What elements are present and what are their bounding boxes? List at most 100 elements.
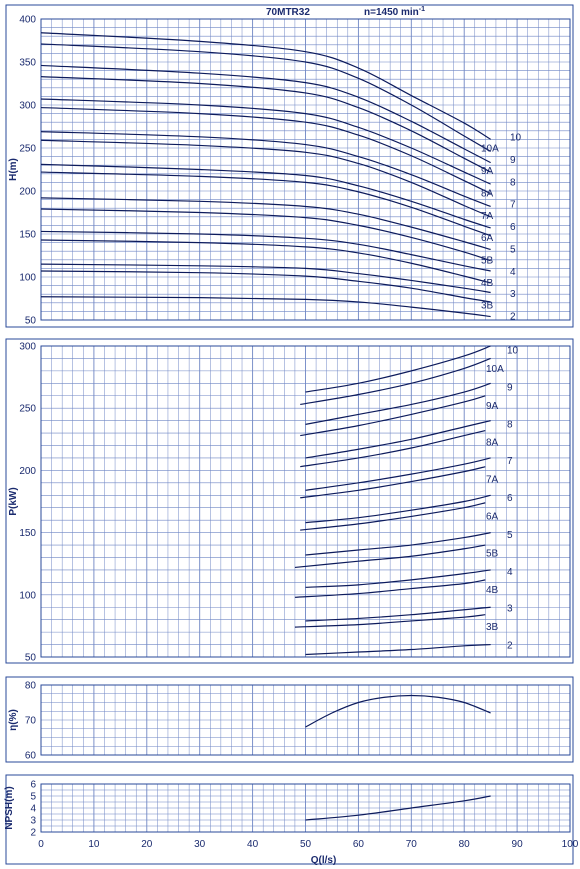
power-curve-label-7: 7: [507, 456, 513, 467]
head-curve-label-10A: 10A: [481, 144, 499, 155]
npsh-curves: [305, 795, 491, 821]
power-curve-label-6: 6: [507, 493, 513, 504]
head-ytick-label: 50: [25, 316, 37, 327]
npsh-xtick-label: 40: [247, 839, 259, 850]
power-curve-label-9A: 9A: [486, 401, 499, 412]
head-curve-label-9: 9: [510, 155, 516, 166]
head-ytick-label: 350: [19, 58, 36, 69]
power-curve-10A: [300, 357, 491, 406]
head-curve-5B: [40, 208, 491, 262]
power-curve-8: [305, 420, 491, 459]
npsh-ytick-label: 3: [30, 816, 36, 827]
power-ytick-label: 150: [19, 528, 36, 539]
efficiency-curves: [305, 694, 491, 728]
head-curve-label-7: 7: [510, 200, 516, 211]
npsh-ytick-label: 5: [30, 792, 36, 803]
npsh-ytick-label: 6: [30, 780, 36, 791]
head-curve-2: [40, 296, 491, 318]
power-curve-2: [305, 643, 491, 656]
head-curve-label-5: 5: [510, 244, 516, 255]
npsh-xtick-label: 30: [194, 839, 206, 850]
efficiency-panel: 60 70 80 η(%): [5, 676, 574, 763]
npsh-xtick-label: 80: [459, 839, 471, 850]
head-curve-label-6: 6: [510, 222, 516, 233]
power-curve-label-7A: 7A: [486, 475, 499, 486]
power-curve-5: [305, 532, 491, 556]
power-curve-6: [305, 494, 491, 524]
head-panel: 50 100 150 200 250 300 350 400 H(m) 10 10A 9 9A 8 8A 7 7…: [5, 4, 574, 328]
chart-title: 70MTR32: [266, 7, 310, 18]
efficiency-ytick-label: 70: [25, 716, 37, 727]
npsh-x-axis-label: Q(l/s): [311, 855, 337, 866]
power-curve-label-4B: 4B: [486, 585, 499, 596]
head-curve-label-9A: 9A: [481, 166, 494, 177]
head-ytick-label: 150: [19, 230, 36, 241]
power-curves: [294, 345, 491, 656]
head-curve-label-8: 8: [510, 177, 516, 188]
head-ytick-label: 300: [19, 101, 36, 112]
power-curve-9A: [300, 395, 486, 437]
npsh-ytick-label: 2: [30, 828, 36, 839]
head-curve-label-5B: 5B: [481, 256, 494, 267]
power-curve-label-9: 9: [507, 382, 513, 393]
power-curve-4: [305, 569, 491, 588]
power-curve-label-3B: 3B: [486, 622, 499, 633]
power-curve-label-4: 4: [507, 567, 513, 578]
power-curve-label-10: 10: [507, 346, 519, 357]
power-curve-label-10A: 10A: [486, 364, 504, 375]
power-curve-label-5B: 5B: [486, 548, 499, 559]
power-curve-4B: [294, 579, 486, 598]
efficiency-curve: [305, 694, 491, 728]
npsh-xtick-label: 70: [406, 839, 418, 850]
npsh-xtick-label: 50: [300, 839, 312, 850]
npsh-xtick-label: 60: [353, 839, 365, 850]
power-curve-7: [305, 457, 491, 491]
head-curve-label-6A: 6A: [481, 233, 494, 244]
head-y-axis-label: H(m): [8, 158, 19, 181]
npsh-y-axis-label: NPSH(m): [4, 786, 15, 829]
speed-label: n=1450 min-1: [364, 6, 425, 18]
power-curve-7A: [300, 466, 486, 499]
power-curve-3: [305, 606, 491, 622]
power-curve-8A: [300, 430, 486, 468]
power-y-axis-label: P(kW): [8, 487, 19, 515]
power-plot-area: [40, 345, 571, 658]
head-curve-4: [40, 230, 491, 272]
power-curve-3B: [294, 614, 486, 628]
npsh-xtick-label: 10: [88, 839, 100, 850]
efficiency-frame: [5, 676, 574, 763]
efficiency-grid: [40, 684, 571, 756]
head-curve-label-10: 10: [510, 133, 522, 144]
power-ytick-label: 200: [19, 466, 36, 477]
power-curve-label-3: 3: [507, 604, 513, 615]
head-curve-8A: [40, 106, 491, 195]
speed-exponent: -1: [419, 6, 425, 13]
npsh-xtick-label: 90: [512, 839, 524, 850]
head-curve-label-4: 4: [510, 267, 516, 278]
power-curve-10: [305, 345, 491, 393]
efficiency-y-axis-label: η(%): [8, 709, 19, 731]
power-grid: [40, 345, 571, 658]
head-curve-5: [40, 197, 491, 251]
npsh-plot-area: [40, 783, 571, 833]
efficiency-ytick-label: 80: [25, 681, 37, 692]
npsh-ytick-label: 4: [30, 804, 36, 815]
power-curve-label-8: 8: [507, 419, 513, 430]
head-curve-10: [40, 32, 491, 140]
power-curve-label-5: 5: [507, 530, 513, 541]
head-curve-6A: [40, 171, 491, 237]
head-curve-label-3: 3: [510, 289, 516, 300]
head-ytick-label: 100: [19, 273, 36, 284]
speed-value: n=1450 min: [364, 7, 419, 18]
head-ytick-label: 250: [19, 144, 36, 155]
head-curves: [40, 32, 491, 318]
npsh-xtick-label: 20: [141, 839, 153, 850]
npsh-frame: [5, 774, 574, 865]
power-curve-label-8A: 8A: [486, 438, 499, 449]
head-curve-label-4B: 4B: [481, 278, 494, 289]
head-curve-3: [40, 263, 491, 294]
head-curve-label-8A: 8A: [481, 188, 494, 199]
